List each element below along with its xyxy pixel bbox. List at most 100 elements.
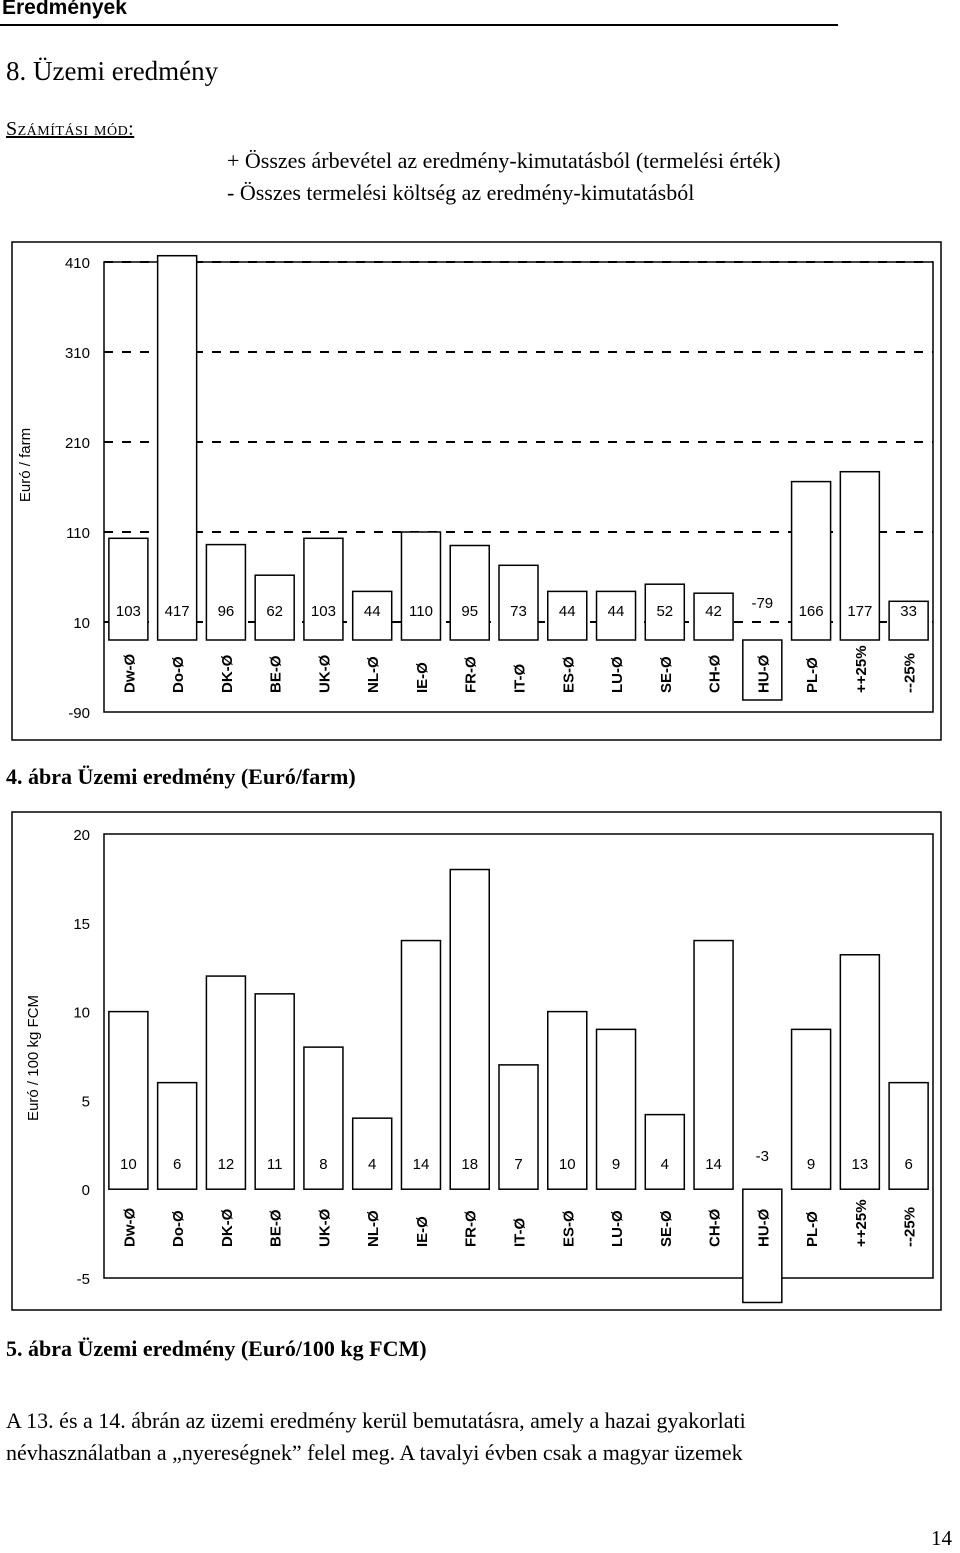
x-category-label: SE-Ø (658, 1210, 675, 1247)
y-tick-label: 0 (82, 1182, 90, 1199)
y-tick-label: 20 (73, 827, 90, 844)
x-category-label: BE-Ø (268, 655, 285, 693)
x-category-label: IT-Ø (512, 664, 529, 693)
bar (644, 1113, 686, 1190)
x-category-label: PL-Ø (804, 657, 821, 693)
x-category-label: LU-Ø (609, 656, 626, 693)
bar (498, 564, 539, 641)
x-category-label: ES-Ø (560, 1210, 577, 1247)
x-category-label: Dw-Ø (121, 654, 138, 693)
x-category-label: FR-Ø (463, 1210, 480, 1247)
y-tick-label: -90 (68, 705, 90, 722)
data-label: 14 (413, 1156, 430, 1173)
data-label: 9 (807, 1156, 815, 1173)
data-label: 103 (116, 603, 141, 620)
y-tick-label: 210 (65, 435, 90, 452)
data-label: 18 (461, 1156, 478, 1173)
bar (790, 1028, 832, 1190)
x-category-label: ++25% (853, 1199, 870, 1247)
x-category-label: CH-Ø (707, 654, 724, 693)
bar (400, 531, 442, 641)
data-label: 9 (612, 1156, 620, 1173)
bar (839, 954, 881, 1190)
bar (351, 590, 393, 641)
x-category-label: NL-Ø (365, 1210, 382, 1247)
bar (498, 1064, 539, 1190)
x-category-label: Do-Ø (170, 656, 187, 693)
paragraph-line-2: névhasználatban a „nyereségnek” felel me… (6, 1440, 743, 1465)
bar (693, 939, 734, 1190)
bar (254, 574, 295, 641)
y-tick-label: 10 (73, 615, 90, 632)
data-label: 6 (173, 1156, 181, 1173)
x-category-label: ES-Ø (560, 656, 577, 693)
bar (888, 600, 929, 641)
bar (108, 1010, 149, 1190)
running-header: Eredmények (2, 0, 127, 19)
data-label: 42 (705, 603, 722, 620)
x-category-label: IE-Ø (414, 1216, 431, 1247)
data-label: 4 (368, 1156, 376, 1173)
bar (205, 975, 247, 1190)
x-category-label: DK-Ø (219, 1208, 236, 1247)
data-label: 10 (559, 1156, 576, 1173)
data-label: 33 (900, 603, 917, 620)
bar (790, 480, 832, 641)
data-label: 14 (705, 1156, 722, 1173)
data-label: -79 (751, 595, 773, 612)
bar (547, 590, 588, 641)
y-axis-label: Euró / 100 kg FCM (25, 995, 42, 1121)
formula-line-2: - Összes termelési költség az eredmény-k… (227, 180, 695, 205)
data-label: 166 (799, 603, 824, 620)
x-category-label: IE-Ø (414, 662, 431, 693)
data-label: 44 (608, 603, 625, 620)
bar (156, 1081, 198, 1190)
data-label: 6 (904, 1156, 912, 1173)
data-label: 95 (461, 603, 478, 620)
data-label: 62 (266, 603, 283, 620)
x-category-label: PL-Ø (804, 1211, 821, 1247)
figure-5-caption: 5. ábra Üzemi eredmény (Euró/100 kg FCM) (6, 1336, 427, 1361)
figure-4-caption: 4. ábra Üzemi eredmény (Euró/farm) (6, 764, 356, 789)
x-category-label: ++25% (853, 645, 870, 693)
data-label: 7 (514, 1156, 522, 1173)
y-tick-label: -5 (77, 1271, 90, 1288)
bar (839, 470, 881, 641)
formula-line-1: + Összes árbevétel az eredmény-kimutatás… (227, 148, 781, 173)
bar (742, 1188, 783, 1304)
y-tick-label: 310 (65, 345, 90, 362)
bar (547, 1010, 588, 1190)
bar (254, 993, 295, 1190)
x-category-label: FR-Ø (463, 656, 480, 693)
x-category-label: UK-Ø (316, 654, 333, 693)
bar (156, 254, 198, 641)
x-category-label: HU-Ø (755, 1208, 772, 1247)
data-label: -3 (756, 1148, 769, 1165)
x-category-label: --25% (902, 653, 919, 693)
x-category-label: IT-Ø (512, 1218, 529, 1247)
x-category-label: DK-Ø (219, 654, 236, 693)
data-label: 177 (847, 603, 872, 620)
y-axis-label: Euró / farm (17, 428, 34, 502)
data-label: 103 (311, 603, 336, 620)
bar (595, 1028, 637, 1190)
data-label: 13 (852, 1156, 869, 1173)
x-category-label: HU-Ø (755, 654, 772, 693)
data-label: 8 (319, 1156, 327, 1173)
data-label: 44 (364, 603, 381, 620)
x-category-label: CH-Ø (707, 1208, 724, 1247)
page-number: 14 (931, 1526, 952, 1550)
y-tick-label: 5 (82, 1093, 90, 1110)
y-tick-label: 10 (73, 1005, 90, 1022)
bar (400, 939, 442, 1190)
data-label: 10 (120, 1156, 137, 1173)
bar (351, 1117, 393, 1190)
header-rule (0, 24, 838, 26)
y-tick-label: 110 (66, 525, 90, 542)
data-label: 73 (510, 603, 527, 620)
bar (205, 543, 247, 641)
data-label: 417 (165, 603, 190, 620)
data-label: 52 (656, 603, 673, 620)
data-label: 12 (218, 1156, 235, 1173)
